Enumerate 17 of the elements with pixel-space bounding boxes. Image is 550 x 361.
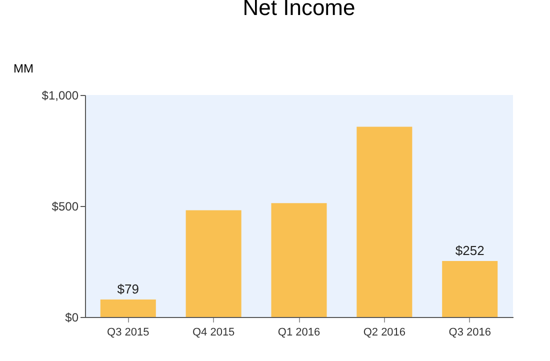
data-label: $252 — [455, 243, 484, 258]
x-tick-label: Q4 2015 — [192, 326, 235, 338]
bar — [271, 203, 327, 317]
x-tick-label: Q2 2016 — [363, 326, 406, 338]
y-axis-title: MM — [14, 62, 34, 76]
chart-title: Net Income — [242, 0, 356, 20]
bar — [442, 261, 498, 317]
bar — [186, 210, 242, 317]
x-tick-label: Q1 2016 — [278, 326, 320, 338]
bar — [356, 126, 412, 317]
y-tick-label: $1,000 — [42, 88, 79, 102]
x-tick-label: Q3 2015 — [107, 326, 150, 338]
x-tick-label: Q3 2016 — [448, 326, 491, 338]
bar — [100, 299, 156, 317]
y-tick-label: $0 — [65, 310, 79, 324]
y-tick-label: $500 — [52, 200, 79, 214]
data-label: $79 — [117, 281, 139, 296]
